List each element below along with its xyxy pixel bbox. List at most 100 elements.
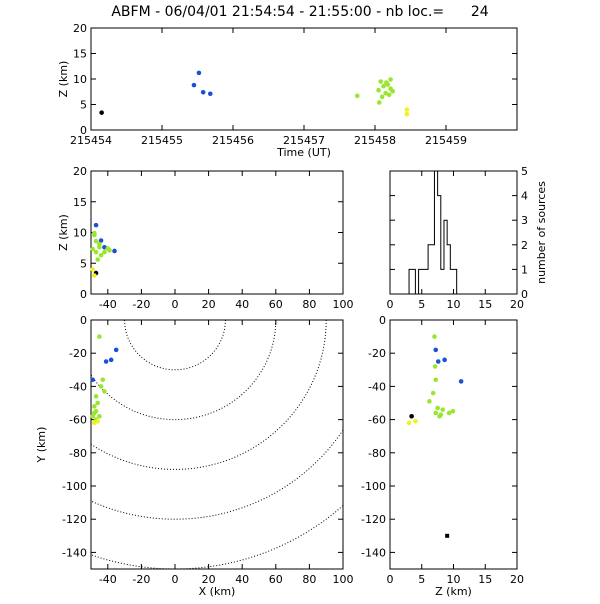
axes-frame <box>90 319 344 570</box>
data-point <box>102 249 107 255</box>
histogram-outline <box>390 170 517 295</box>
y-tick-label: -100 <box>62 480 87 493</box>
data-point <box>432 364 438 369</box>
data-point <box>102 389 107 394</box>
y-tick-label: 5 <box>80 257 87 270</box>
y-tick-label: 5 <box>521 165 528 178</box>
data-point <box>90 267 95 272</box>
data-point <box>113 347 119 353</box>
data-point <box>433 347 439 353</box>
data-point <box>379 94 385 100</box>
y-tick-label: 2 <box>521 239 528 252</box>
panel-x-height: -40 -20 0 20 40 60 80 100 0 5 10 15 20 Z (km) <box>57 165 354 311</box>
y-tick-label: -100 <box>361 480 386 493</box>
y-tick-label: 20 <box>73 165 87 178</box>
data-point <box>93 238 99 244</box>
axes-frame <box>90 170 344 295</box>
x-tick-label: 10 <box>447 573 461 586</box>
x-tick-label: 0 <box>172 573 179 586</box>
y-axis-label: number of sources <box>535 181 548 284</box>
data-point <box>207 91 213 97</box>
y-tick-label: -20 <box>69 347 87 360</box>
x-tick-label: 0 <box>172 298 179 311</box>
panels: 215454 215455 215456 215457 215458 2154590510… <box>35 22 549 598</box>
x-tick-label: 20 <box>510 573 524 586</box>
data-point <box>100 377 106 383</box>
y-tick-label: -140 <box>361 546 386 559</box>
data-point <box>433 377 439 383</box>
panel-z-y-view: 0 5 10 15 20 -140 -120 -100 -80 -60 -40 -20 0 Z (km) <box>361 314 524 598</box>
y-tick-label: 0 <box>80 314 87 327</box>
x-tick-label: 0 <box>387 573 394 586</box>
data-point <box>97 241 102 247</box>
y-tick-label: -60 <box>69 414 87 427</box>
data-point <box>432 334 437 339</box>
data-point <box>458 379 464 384</box>
panel-plan-view: -40 -20 0 20 40 60 80 100 -140 -120 -100 -80 -60 -40 -… <box>35 314 354 598</box>
y-tick-label: -20 <box>368 347 386 360</box>
x-tick-label: 80 <box>302 573 316 586</box>
figure-title: ABFM - 06/04/01 21:54:54 - 21:55:00 - nb… <box>111 4 488 20</box>
data-point <box>376 87 381 93</box>
data-point <box>433 410 439 416</box>
y-tick-label: -120 <box>62 513 87 526</box>
y-tick-label: -80 <box>69 447 87 460</box>
x-tick-label: 15 <box>478 298 492 311</box>
data-point <box>98 384 104 389</box>
data-point <box>92 420 97 426</box>
data-point <box>388 86 393 91</box>
data-point <box>413 418 418 424</box>
y-axis-label: Z (km) <box>57 61 70 98</box>
data-point <box>430 390 436 396</box>
data-point <box>404 107 410 112</box>
data-point <box>378 79 383 84</box>
data-point <box>200 89 206 95</box>
data-point <box>93 249 99 255</box>
data-point <box>103 359 109 364</box>
range-ring <box>124 320 226 371</box>
y-tick-label: -140 <box>62 546 87 559</box>
y-tick-label: 4 <box>521 190 528 203</box>
x-tick-label: 20 <box>202 298 216 311</box>
x-tick-label: 215454 <box>70 134 112 147</box>
x-tick-label: 5 <box>418 573 425 586</box>
x-tick-label: 20 <box>202 573 216 586</box>
y-tick-label: 0 <box>379 314 386 327</box>
data-point <box>435 359 441 364</box>
x-tick-label: 60 <box>269 573 283 586</box>
x-tick-label: 215459 <box>425 134 467 147</box>
histogram-bar <box>425 269 428 294</box>
x-tick-label: 10 <box>447 298 461 311</box>
data-point <box>92 404 97 409</box>
data-point <box>381 83 386 89</box>
x-tick-label: -20 <box>132 573 150 586</box>
y-tick-label: -80 <box>368 447 386 460</box>
x-axis-label: Time (UT) <box>276 146 331 159</box>
data-point <box>384 80 389 85</box>
y-tick-label: 15 <box>73 196 87 209</box>
data-point <box>98 252 104 258</box>
data-point <box>97 413 102 419</box>
x-tick-label: 215458 <box>354 134 396 147</box>
y-axis-label: Y (km) <box>35 427 48 464</box>
histogram-bar <box>441 269 444 294</box>
y-tick-label: 15 <box>73 48 87 61</box>
data-point <box>450 409 456 414</box>
y-tick-label: 20 <box>73 22 87 35</box>
x-tick-label: 215455 <box>141 134 183 147</box>
y-axis-label: Z (km) <box>57 214 70 251</box>
data-point <box>97 334 102 339</box>
panel-time-height: 215454 215455 215456 215457 215458 215459 0 5 10… <box>57 22 518 159</box>
y-tick-label: 10 <box>73 227 87 240</box>
data-point <box>388 77 393 82</box>
y-tick-label: -40 <box>69 380 87 393</box>
data-point <box>92 410 97 416</box>
data-point <box>446 410 452 416</box>
data-point <box>95 257 101 262</box>
data-point <box>191 82 197 88</box>
y-tick-label: 10 <box>73 73 87 86</box>
x-tick-label: 215457 <box>283 134 325 147</box>
histogram-bar <box>431 245 434 294</box>
y-tick-label: 3 <box>521 214 528 227</box>
